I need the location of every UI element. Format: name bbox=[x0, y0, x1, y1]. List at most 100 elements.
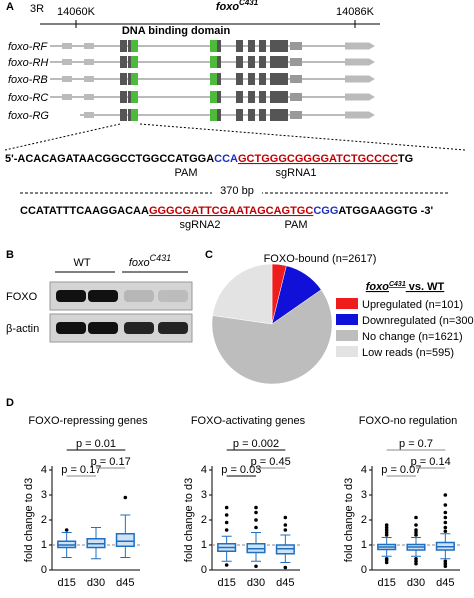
exon bbox=[217, 91, 221, 103]
exon bbox=[210, 73, 217, 85]
exon bbox=[62, 94, 72, 100]
exon bbox=[62, 59, 72, 65]
y-tick-label: 3 bbox=[361, 489, 367, 501]
x-tick-label: d45 bbox=[276, 577, 294, 589]
exon-arrow bbox=[345, 42, 375, 50]
x-tick-label: d45 bbox=[436, 577, 454, 589]
exon bbox=[236, 56, 243, 68]
exon bbox=[270, 109, 288, 121]
outlier bbox=[283, 565, 288, 570]
coord-label: 14060K bbox=[57, 6, 96, 18]
chromosome: 3R bbox=[30, 3, 44, 15]
chart-title: FOXO-bound (n=2617) bbox=[264, 253, 377, 265]
blot-band bbox=[124, 290, 154, 302]
exon bbox=[128, 40, 131, 52]
y-tick-label: 3 bbox=[201, 489, 207, 501]
chart-title: FOXO-repressing genes bbox=[28, 415, 148, 427]
outlier bbox=[443, 510, 448, 515]
p-value: p = 0.17 bbox=[91, 456, 131, 468]
p-value: p = 0.17 bbox=[61, 464, 101, 476]
legend-swatch bbox=[336, 298, 358, 309]
x-tick-label: d30 bbox=[87, 577, 105, 589]
exon bbox=[259, 40, 266, 52]
y-tick-label: 0 bbox=[361, 564, 367, 576]
outlier bbox=[443, 529, 448, 534]
legend-label: No change (n=1621) bbox=[362, 331, 463, 343]
y-tick-label: 2 bbox=[361, 514, 367, 526]
exon bbox=[290, 111, 302, 119]
exon-arrow bbox=[345, 58, 375, 66]
x-tick-label: d30 bbox=[407, 577, 425, 589]
x-tick-label: d45 bbox=[116, 577, 134, 589]
outlier bbox=[384, 523, 389, 527]
outlier bbox=[254, 510, 258, 515]
outlier bbox=[123, 495, 128, 500]
domain-label: DNA binding domain bbox=[122, 25, 231, 37]
exon bbox=[210, 40, 217, 52]
legend-swatch bbox=[336, 346, 358, 357]
outlier bbox=[384, 525, 389, 530]
isoform-label: foxo-RG bbox=[8, 110, 49, 122]
exon bbox=[290, 93, 302, 101]
exon bbox=[120, 91, 127, 103]
y-tick-label: 2 bbox=[201, 514, 207, 526]
gap-bg bbox=[212, 184, 262, 198]
exon bbox=[128, 109, 131, 121]
sequence: 5'-ACACAGATAACGGCCTGGCCATGGACCAGCTGGGCGG… bbox=[5, 153, 413, 165]
blot-row-label: β-actin bbox=[6, 323, 39, 335]
exon bbox=[236, 91, 243, 103]
y-tick-label: 4 bbox=[41, 464, 47, 476]
outlier bbox=[384, 530, 389, 535]
text-part: CGG bbox=[313, 205, 338, 217]
isoform-label: foxo-RB bbox=[8, 74, 48, 86]
outlier bbox=[283, 515, 288, 520]
panel-label: C bbox=[205, 249, 213, 261]
legend-swatch bbox=[336, 314, 358, 325]
exon bbox=[217, 56, 221, 68]
outlier bbox=[384, 558, 389, 562]
text-part: foxo bbox=[366, 281, 390, 293]
text-part: foxo bbox=[129, 257, 150, 269]
isoform-label: foxo-RH bbox=[8, 57, 48, 69]
exon bbox=[210, 91, 217, 103]
x-tick-label: d15 bbox=[377, 577, 395, 589]
outlier bbox=[283, 523, 288, 527]
exon bbox=[248, 40, 255, 52]
gap-label: 370 bp bbox=[220, 185, 254, 197]
exon bbox=[270, 56, 288, 68]
exon bbox=[290, 42, 302, 50]
outlier bbox=[414, 523, 418, 527]
outlier bbox=[384, 528, 389, 532]
zoom-line bbox=[4, 123, 121, 151]
y-tick-label: 2 bbox=[41, 514, 47, 526]
exon bbox=[217, 73, 221, 85]
isoform-label: foxo-RC bbox=[8, 92, 48, 104]
outlier bbox=[224, 563, 229, 567]
text-part: TG bbox=[398, 153, 413, 165]
exon bbox=[62, 76, 72, 82]
blot-band bbox=[158, 322, 188, 334]
outlier bbox=[414, 533, 418, 537]
outlier bbox=[384, 533, 389, 537]
exon-arrow bbox=[345, 75, 375, 83]
exon bbox=[236, 73, 243, 85]
exon bbox=[236, 109, 243, 121]
y-tick-label: 1 bbox=[201, 539, 207, 551]
chart-title: FOXO-no regulation bbox=[359, 415, 457, 427]
exon bbox=[131, 91, 138, 103]
legend-title: foxoC431 vs. WT bbox=[366, 281, 445, 293]
legend-label: Downregulated (n=300) bbox=[362, 315, 474, 327]
sequence: CCATATTTCAAGGACAAGGGCGATTCGAATAGCAGTGCCG… bbox=[20, 205, 433, 217]
gene-title: foxoC431 bbox=[216, 0, 259, 13]
legend-label: Upregulated (n=101) bbox=[362, 299, 463, 311]
text-part: C431 bbox=[239, 0, 259, 7]
outlier bbox=[254, 564, 258, 569]
blot-band bbox=[158, 290, 188, 302]
y-axis-label: fold change to d3 bbox=[23, 478, 35, 562]
outlier bbox=[414, 559, 418, 564]
text-part: 5'-ACACAGATAACGGCCTGGCCATGGA bbox=[5, 153, 214, 165]
pie-slice bbox=[212, 263, 273, 325]
panel-label: D bbox=[6, 397, 14, 409]
exon bbox=[210, 109, 217, 121]
seq-label: sgRNA2 bbox=[180, 219, 221, 231]
